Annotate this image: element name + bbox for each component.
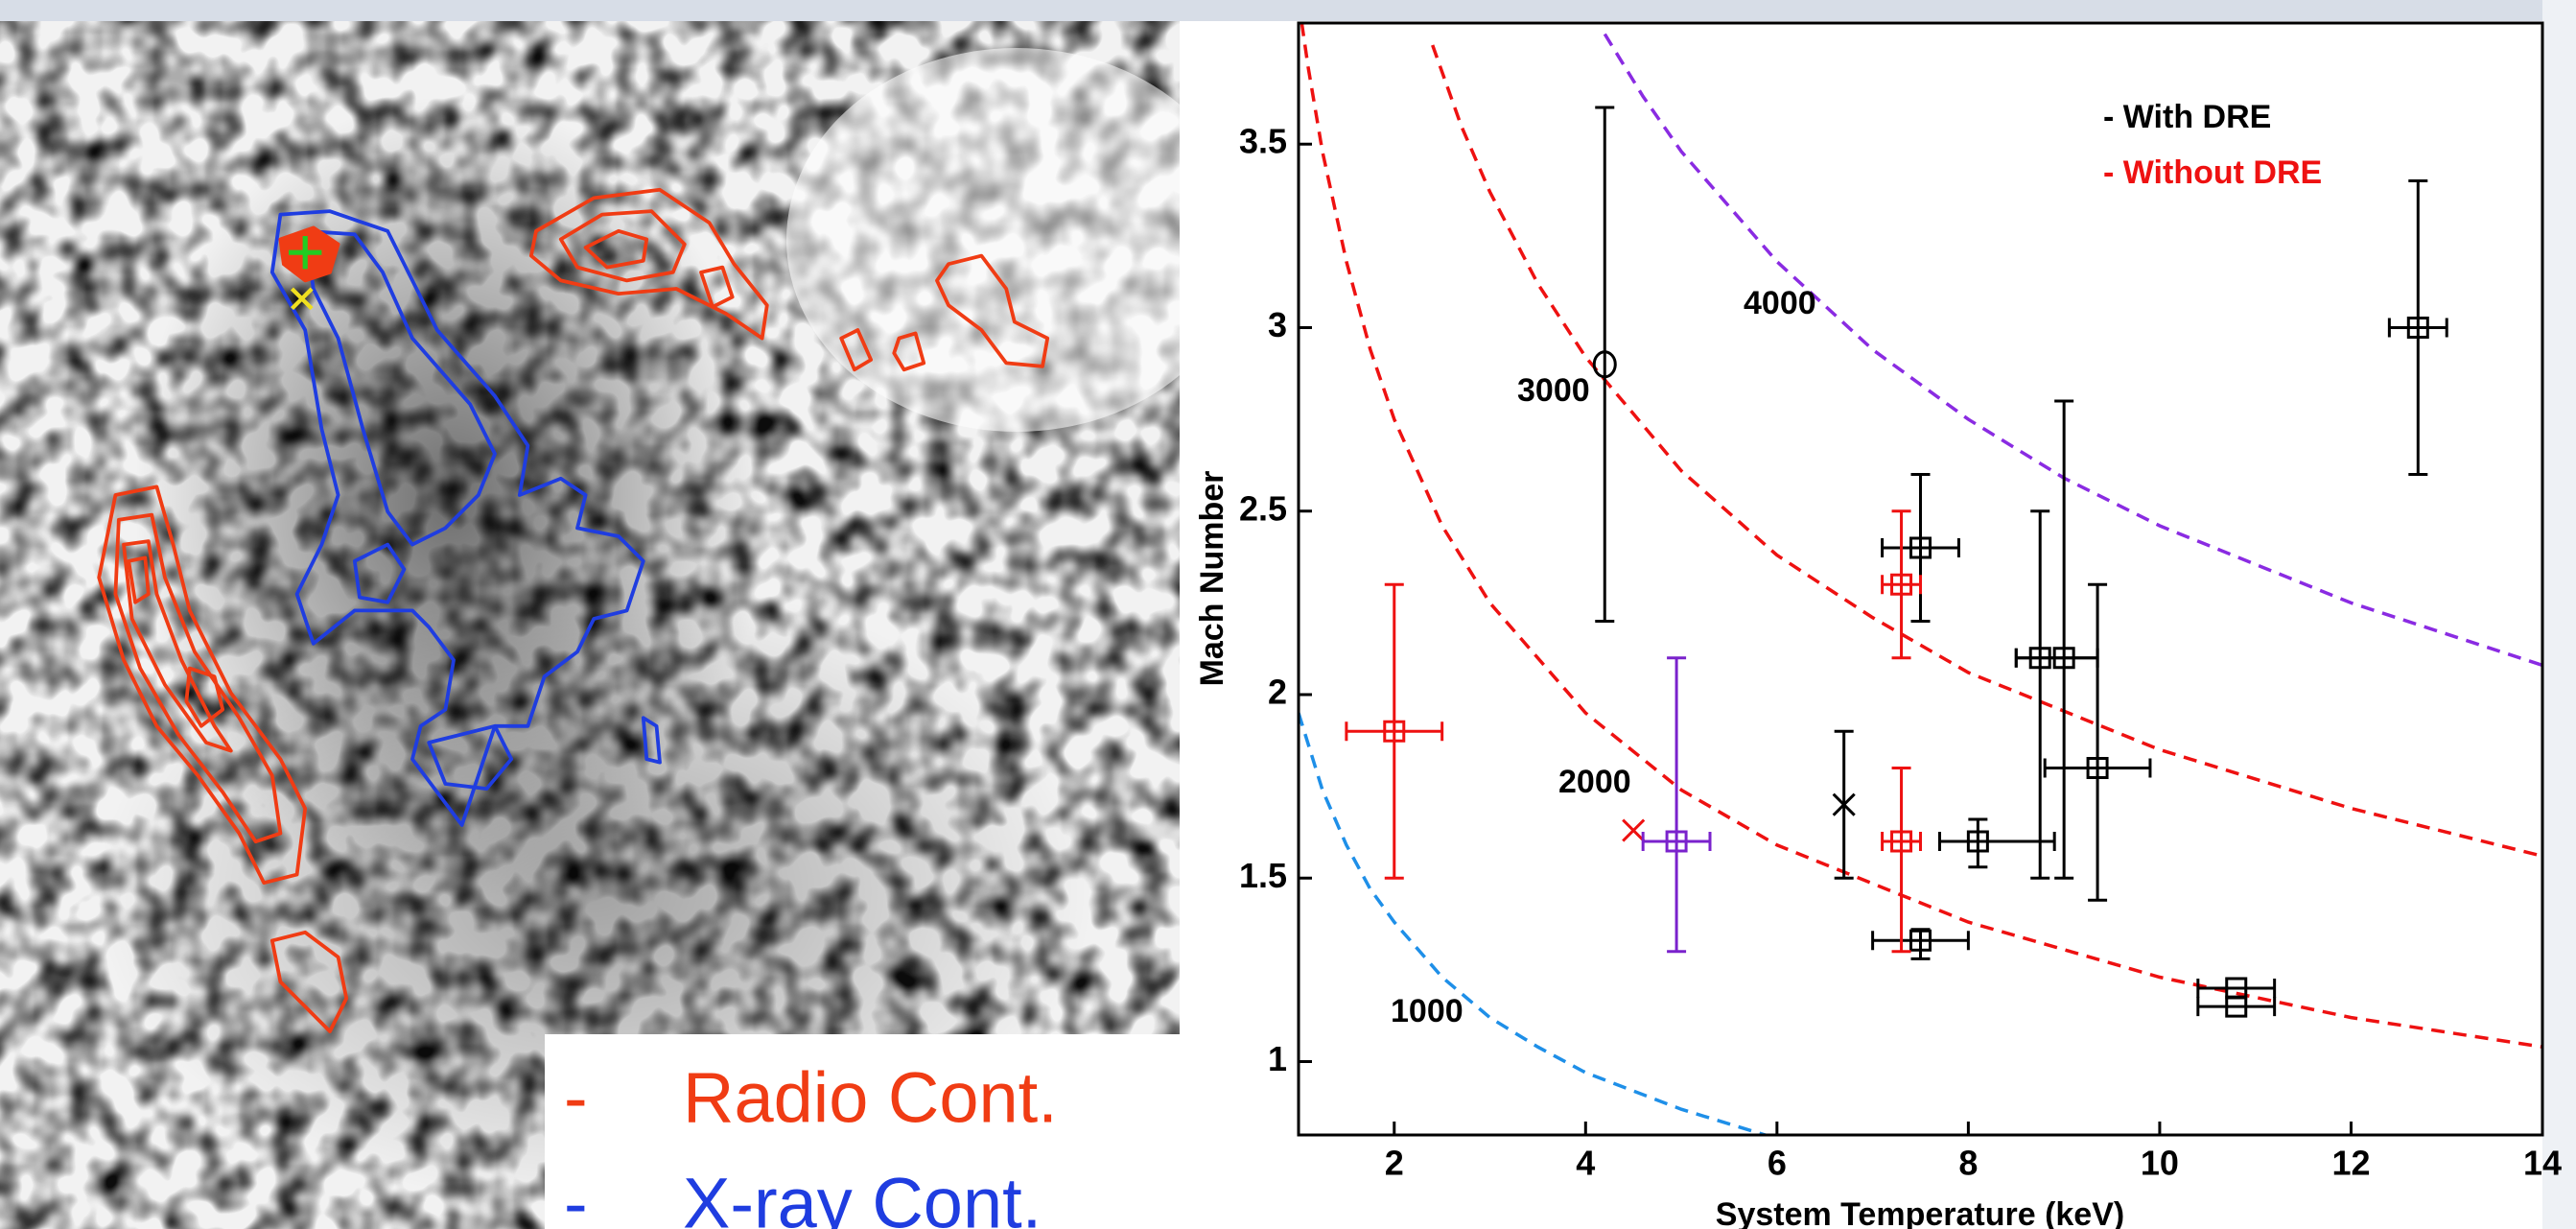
y-tick-label: 3.5 xyxy=(1239,122,1287,161)
radio-contour xyxy=(113,512,283,844)
radio-contour xyxy=(699,265,735,309)
image-legend-marker: - xyxy=(564,1164,588,1229)
plot-frame xyxy=(1297,21,2544,1137)
radio-contour xyxy=(892,331,926,372)
iso-velocity-curve xyxy=(1603,33,2542,668)
point xyxy=(1832,792,1856,816)
image-legend-label: X-ray Cont. xyxy=(683,1164,1042,1229)
radio-contour xyxy=(97,485,308,886)
curves xyxy=(1299,23,2542,1135)
x-tick-label: 2 xyxy=(1385,1144,1404,1183)
y-tick-label: 1 xyxy=(1268,1039,1287,1078)
image-legend-box xyxy=(545,1034,1180,1229)
image-bright xyxy=(786,48,1180,432)
radio-contour xyxy=(839,328,874,372)
point xyxy=(1890,830,1913,853)
top-band xyxy=(0,0,2576,21)
radio-contour xyxy=(127,555,151,604)
yellow-x xyxy=(290,287,314,311)
curve-label: 1000 xyxy=(1391,993,1464,1029)
image-legend: - Radio Cont. - X-ray Cont. xyxy=(564,1058,1058,1229)
x-axis-label: System Temperature (keV) xyxy=(1716,1196,2124,1229)
x-tick-label: 6 xyxy=(1768,1144,1787,1183)
point xyxy=(1909,536,1932,559)
iso-velocity-curve xyxy=(1431,44,2542,858)
iso-velocity-curve xyxy=(1300,23,2542,1049)
xray-contour xyxy=(641,716,662,765)
image-legend-marker: - xyxy=(564,1058,588,1138)
iso-velocity-curve xyxy=(1299,712,1771,1135)
y-tick-label: 2 xyxy=(1268,673,1287,712)
radio-contour xyxy=(184,666,225,728)
legend-entry: - With DRE xyxy=(2103,99,2271,135)
x-tick-label: 8 xyxy=(1958,1144,1978,1183)
curve-label: 2000 xyxy=(1558,764,1631,800)
x-tick-label: 10 xyxy=(2141,1144,2179,1183)
y-tick-label: 1.5 xyxy=(1239,856,1287,895)
curve-label: 4000 xyxy=(1744,285,1816,321)
x-tick-label: 4 xyxy=(1576,1144,1595,1183)
radio-contour xyxy=(122,539,233,753)
chart: 2 4 6 8 10 12 14 1 1.5 2 2.5 3 3.5 System Temperatur… xyxy=(1194,21,2562,1229)
green-cross xyxy=(289,235,322,270)
radio-contour xyxy=(583,228,649,270)
points xyxy=(1345,106,2448,1018)
y-tick-label: 3 xyxy=(1268,305,1287,344)
radio-contour xyxy=(558,209,687,283)
point xyxy=(1665,830,1688,853)
image-panel xyxy=(0,21,1180,1229)
point xyxy=(2225,995,2248,1018)
y-tick-label: 2.5 xyxy=(1239,488,1287,528)
xray-contour xyxy=(303,228,497,547)
xray-contour xyxy=(352,542,407,604)
point xyxy=(1622,818,1646,842)
x-tick-label: 12 xyxy=(2331,1144,2370,1183)
xray-contour xyxy=(427,723,514,792)
point xyxy=(1592,350,1617,379)
side-band xyxy=(2542,0,2576,1229)
x-tick-label: 14 xyxy=(2523,1144,2562,1183)
legend-entry: - Without DRE xyxy=(2103,154,2322,191)
radio-contour xyxy=(935,253,1050,368)
point xyxy=(2406,316,2429,339)
point xyxy=(1383,720,1406,743)
point xyxy=(1890,573,1913,596)
axes: 2 4 6 8 10 12 14 1 1.5 2 2.5 3 3.5 xyxy=(1239,122,2562,1183)
point xyxy=(2086,756,2109,779)
image-legend-label: Radio Cont. xyxy=(683,1058,1058,1138)
curve-label: 3000 xyxy=(1517,372,1590,409)
y-axis-label: Mach Number xyxy=(1194,471,1230,687)
radio-contour xyxy=(528,187,769,341)
point xyxy=(2052,647,2075,670)
point xyxy=(1966,830,1989,853)
point xyxy=(1909,929,1932,952)
radio-contour xyxy=(269,930,349,1033)
